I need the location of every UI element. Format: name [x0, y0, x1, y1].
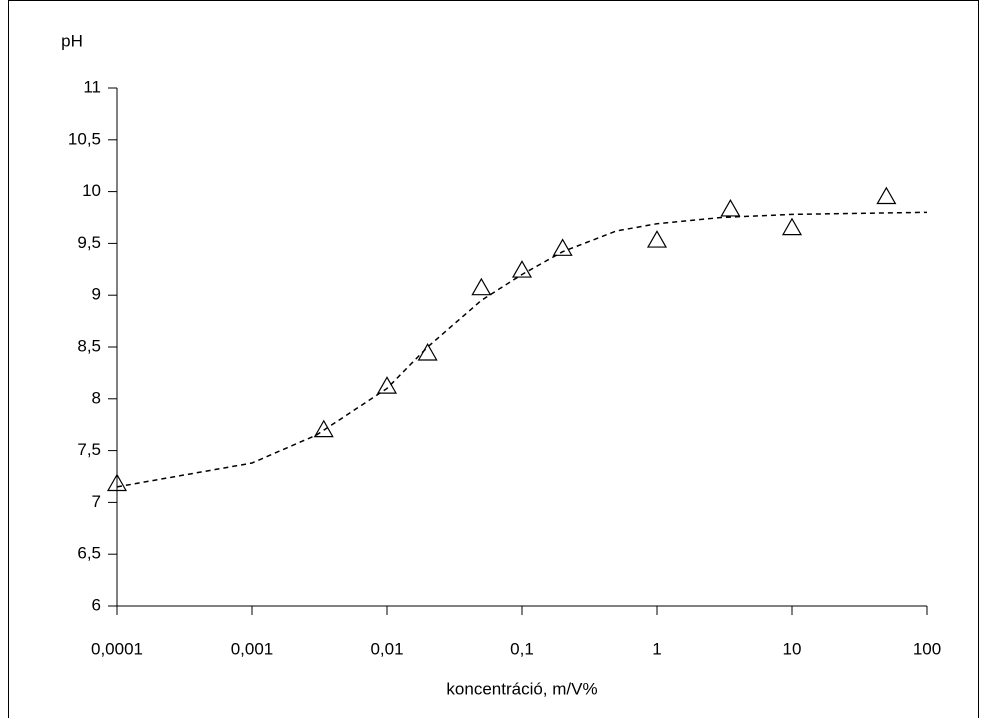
x-tick-label: 0,001 — [231, 639, 274, 658]
data-point — [552, 238, 573, 256]
y-tick-label: 6,5 — [77, 544, 101, 563]
y-tick-label: 10 — [82, 181, 101, 200]
x-tick-label: 0,1 — [510, 639, 534, 658]
x-tick-label: 10 — [783, 639, 802, 658]
y-tick-label: 8,5 — [77, 336, 101, 355]
y-tick-label: 11 — [83, 77, 101, 96]
y-tick-label: 9,5 — [77, 233, 101, 252]
fit-line — [116, 211, 928, 488]
y-tick-label: 6 — [92, 595, 101, 614]
x-tick-label: 0,0001 — [91, 639, 143, 658]
data-point — [417, 343, 438, 361]
data-point — [376, 376, 398, 394]
data-point — [781, 217, 803, 236]
data-point — [106, 473, 128, 492]
y-tick-label: 9 — [92, 285, 101, 304]
data-point — [511, 260, 533, 278]
y-tick-label: 10,5 — [68, 129, 101, 148]
data-point — [876, 186, 897, 205]
y-tick-label: 8 — [92, 388, 101, 407]
frame — [8, 0, 979, 718]
y-axis-label: pH — [61, 31, 83, 50]
data-point — [646, 230, 668, 248]
x-tick-label: 100 — [913, 639, 941, 658]
y-tick-label: 7,5 — [77, 440, 101, 459]
data-point — [471, 277, 492, 296]
data-point — [313, 419, 334, 438]
x-axis-label: koncentráció, m/V% — [446, 679, 597, 698]
x-tick-label: 1 — [652, 639, 661, 658]
x-tick-label: 0,01 — [370, 639, 403, 658]
data-point — [720, 199, 741, 217]
y-tick-label: 7 — [92, 492, 101, 511]
